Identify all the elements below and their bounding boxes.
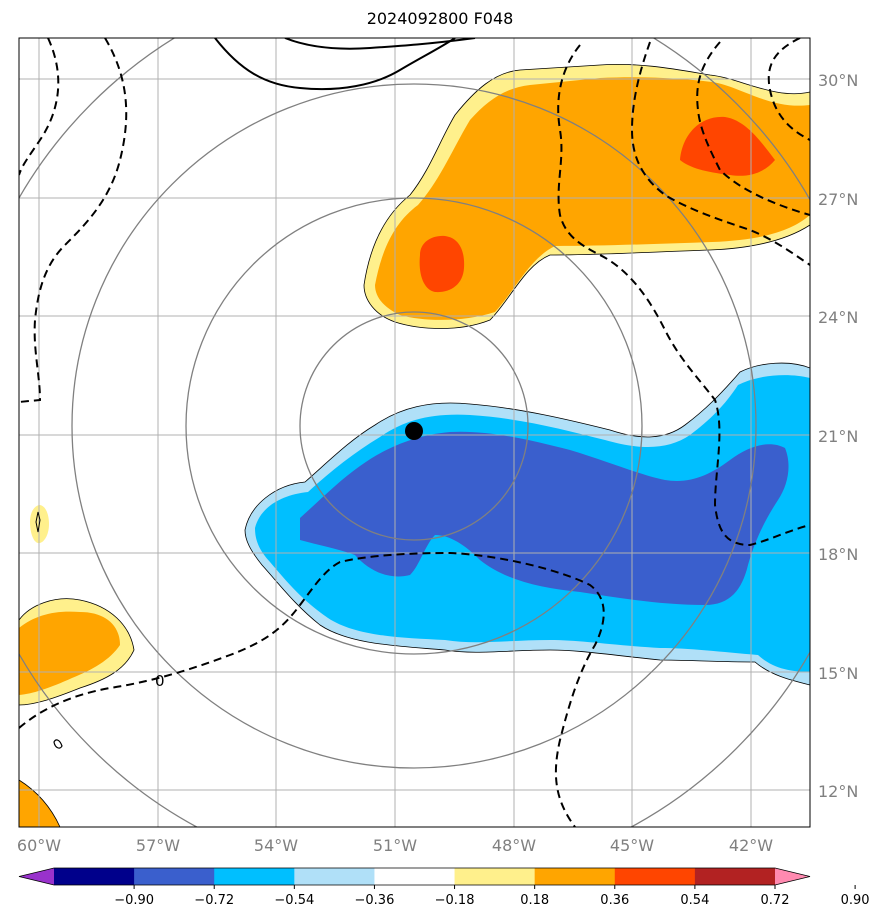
- colorbar-segment: [294, 868, 375, 885]
- x-tick-label: 45°W: [610, 836, 654, 855]
- dashed-contours: [19, 38, 810, 827]
- x-axis-ticks: 60°W 57°W 54°W 51°W 48°W 45°W 42°W: [17, 836, 773, 855]
- negative-anomaly-core: [300, 431, 789, 605]
- colorbar-label: −0.72: [194, 893, 234, 908]
- x-tick-label: 48°W: [492, 836, 536, 855]
- solid-contour-top-inner: [284, 38, 476, 50]
- y-tick-label: 12°N: [818, 782, 858, 801]
- y-tick-label: 21°N: [818, 427, 858, 446]
- colorbar-segment: [214, 868, 295, 885]
- colorbar: −0.90 −0.72 −0.54 −0.36 −0.18 0.18 0.36 0.54 0.7…: [18, 867, 870, 908]
- colorbar-segment: [614, 868, 696, 885]
- colorbar-label: 0.72: [761, 893, 790, 908]
- y-tick-label: 24°N: [818, 308, 858, 327]
- colorbar-label: 0.90: [841, 893, 870, 908]
- colorbar-label: 0.36: [600, 893, 629, 908]
- small-contour-loop: [53, 739, 63, 749]
- colorbar-extension-high: [775, 868, 810, 885]
- map-area: 0: [19, 38, 810, 827]
- colorbar-label: −0.18: [435, 893, 475, 908]
- x-tick-label: 57°W: [136, 836, 180, 855]
- colorbar-segment: [454, 868, 536, 885]
- positive-max-north-1: [419, 235, 465, 293]
- colorbar-label: −0.36: [355, 893, 395, 908]
- y-tick-label: 18°N: [818, 545, 858, 564]
- y-tick-label: 30°N: [818, 71, 858, 90]
- range-rings: [19, 38, 810, 827]
- small-contour-blob: [35, 511, 41, 533]
- colorbar-label: 0.18: [520, 893, 549, 908]
- storm-center-marker: [405, 422, 423, 440]
- x-tick-label: 60°W: [17, 836, 61, 855]
- map-border: [18, 37, 811, 828]
- colorbar-outline: [18, 867, 811, 886]
- colorbar-label: −0.90: [114, 893, 154, 908]
- y-tick-label: 15°N: [818, 664, 858, 683]
- colorbar-segment: [694, 868, 776, 885]
- x-tick-label: 51°W: [373, 836, 417, 855]
- colorbar-segment: [54, 868, 135, 885]
- colorbar-segment: [374, 868, 456, 885]
- map-title: 2024092800 F048: [366, 9, 514, 28]
- colorbar-segment: [134, 868, 215, 885]
- x-tick-label: 42°W: [729, 836, 773, 855]
- y-tick-label: 27°N: [818, 190, 858, 209]
- y-axis-ticks: 12°N 15°N 18°N 21°N 24°N 27°N 30°N: [818, 71, 858, 801]
- contour-label: 0: [155, 672, 165, 690]
- colorbar-label: 0.54: [680, 893, 709, 908]
- colorbar-extension-low: [19, 868, 54, 885]
- colorbar-segment: [534, 868, 616, 885]
- colorbar-label: −0.54: [274, 893, 314, 908]
- solid-contour-top: [214, 38, 456, 91]
- x-tick-label: 54°W: [254, 836, 298, 855]
- positive-anomaly-west-core: [19, 611, 120, 695]
